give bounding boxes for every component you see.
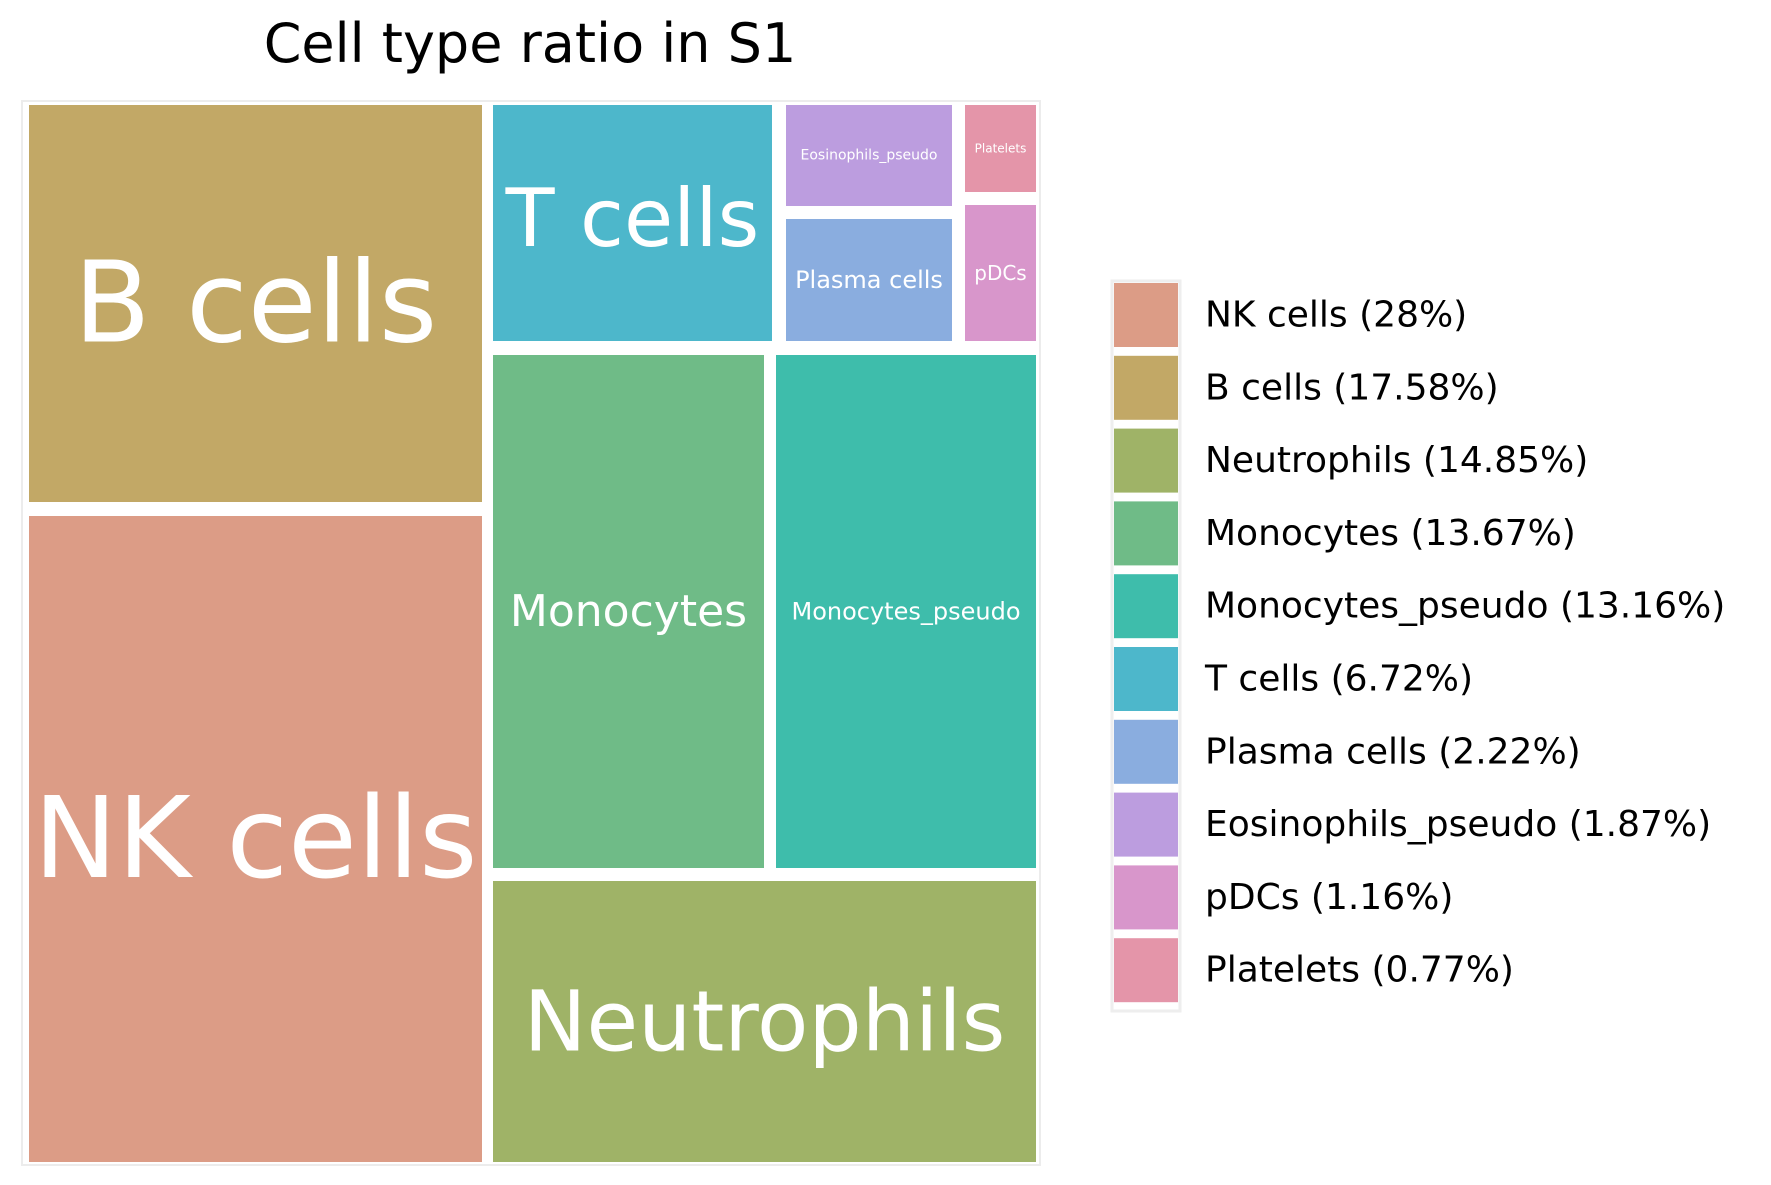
legend-label-nk-cells: NK cells (28%) xyxy=(1205,295,1467,336)
tile-label-b-cells: B cells xyxy=(74,239,438,369)
legend-label-eosinophils-pseudo: Eosinophils_pseudo (1.87%) xyxy=(1205,804,1711,845)
legend-swatch-neutrophils xyxy=(1114,428,1178,493)
tile-platelets xyxy=(965,105,1036,192)
legend-swatch-monocytes xyxy=(1114,501,1178,566)
legend-swatch-nk-cells xyxy=(1114,283,1178,347)
tile-label-plasma-cells: Plasma cells xyxy=(795,266,943,294)
tile-plasma-cells xyxy=(786,219,952,341)
tile-label-monocytes-pseudo: Monocytes_pseudo xyxy=(792,598,1021,626)
tile-b-cells xyxy=(29,105,482,502)
tile-eosinophils-pseudo xyxy=(786,105,952,206)
legend-label-pdcs: pDCs (1.16%) xyxy=(1205,877,1453,918)
legend-swatch-t-cells xyxy=(1114,647,1178,711)
legend-label-plasma-cells: Plasma cells (2.22%) xyxy=(1205,731,1581,772)
tile-label-neutrophils: Neutrophils xyxy=(524,973,1006,1071)
tile-monocytes-pseudo xyxy=(776,355,1036,868)
legend-label-neutrophils: Neutrophils (14.85%) xyxy=(1205,440,1588,481)
tile-label-pdcs: pDCs xyxy=(974,261,1026,285)
tile-label-nk-cells: NK cells xyxy=(34,774,478,904)
plot-frame xyxy=(21,100,1041,1166)
tile-monocytes xyxy=(493,355,764,868)
legend-label-t-cells: T cells (6.72%) xyxy=(1204,659,1473,700)
tile-nk-cells xyxy=(29,516,482,1162)
legend-label-monocytes: Monocytes (13.67%) xyxy=(1205,513,1576,554)
legend-swatch-eosinophils-pseudo xyxy=(1114,792,1178,857)
legend-swatch-frame xyxy=(1110,279,1182,1013)
chart-title: Cell type ratio in S1 xyxy=(264,12,797,75)
legend-label-monocytes-pseudo: Monocytes_pseudo (13.16%) xyxy=(1205,586,1725,627)
tile-label-t-cells: T cells xyxy=(505,172,760,265)
legend-swatch-b-cells xyxy=(1114,355,1178,420)
legend-swatch-plasma-cells xyxy=(1114,719,1178,784)
tile-t-cells xyxy=(493,105,772,341)
legend: NK cells (28%) B cells (17.58%) Neutrophil… xyxy=(1110,279,1725,1013)
tile-label-platelets: Platelets xyxy=(975,142,1027,156)
legend-label-platelets: Platelets (0.77%) xyxy=(1205,950,1514,991)
tile-pdcs xyxy=(965,205,1036,341)
legend-swatch-pdcs xyxy=(1114,865,1178,930)
tile-neutrophils xyxy=(493,881,1036,1162)
legend-label-b-cells: B cells (17.58%) xyxy=(1205,367,1499,408)
tile-label-monocytes: Monocytes xyxy=(510,586,747,637)
tile-label-eosinophils-pseudo: Eosinophils_pseudo xyxy=(801,148,938,164)
treemap-tiles: NK cells B cells Neutrophils Monocytes Monoc… xyxy=(29,105,1036,1162)
legend-swatch-platelets xyxy=(1114,938,1178,1003)
legend-swatch-monocytes-pseudo xyxy=(1114,574,1178,639)
